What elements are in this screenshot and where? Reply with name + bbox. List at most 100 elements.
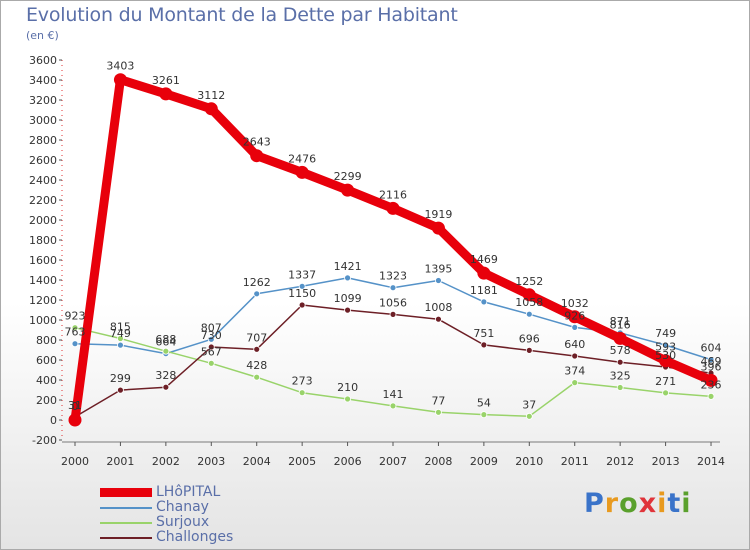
data-point <box>616 384 624 391</box>
legend-swatch <box>100 488 152 497</box>
data-label: 325 <box>610 370 631 383</box>
data-point <box>389 284 397 292</box>
y-tick-label: 1600 <box>29 254 57 267</box>
data-label: 2299 <box>334 170 362 183</box>
data-label: 1421 <box>334 260 362 273</box>
data-point <box>707 356 715 364</box>
data-point <box>480 341 488 349</box>
data-label: 578 <box>610 344 631 357</box>
data-label: 763 <box>65 326 86 339</box>
data-label: 299 <box>110 372 131 385</box>
x-tick-label: 2005 <box>288 455 316 468</box>
data-point <box>522 288 536 302</box>
data-point <box>480 298 488 306</box>
data-point <box>162 383 170 391</box>
data-label: 210 <box>337 381 358 394</box>
x-tick-label: 2002 <box>152 455 180 468</box>
data-point <box>525 346 533 354</box>
data-point <box>250 149 264 163</box>
data-point <box>207 335 215 343</box>
data-point <box>344 274 351 282</box>
proxiti-logo: Proxiti <box>584 488 692 519</box>
x-tick-label: 2008 <box>424 455 452 468</box>
data-label: 1058 <box>515 296 543 309</box>
data-point <box>616 358 624 366</box>
legend-swatch <box>100 537 152 539</box>
data-label: 374 <box>564 365 585 378</box>
data-label: 1469 <box>470 253 498 266</box>
data-point <box>159 87 173 101</box>
data-point <box>68 413 82 427</box>
data-point <box>571 323 579 331</box>
legend-label: Chanay <box>156 499 209 515</box>
data-point <box>389 402 397 410</box>
data-point <box>71 324 79 332</box>
data-point <box>295 165 309 179</box>
legend-label: LHôPITAL <box>156 484 221 500</box>
data-point <box>253 373 261 381</box>
data-point <box>707 392 715 400</box>
y-tick-label: 0 <box>50 414 57 427</box>
data-label: 749 <box>655 327 676 340</box>
data-label: 688 <box>155 333 176 346</box>
data-label: 3112 <box>197 89 225 102</box>
x-tick-label: 2014 <box>697 455 725 468</box>
data-label: 816 <box>610 318 631 331</box>
data-label: 567 <box>201 345 222 358</box>
chart-title: Evolution du Montant de la Dette par Hab… <box>26 4 458 26</box>
data-point <box>613 331 627 345</box>
data-label: 1323 <box>379 270 407 283</box>
data-point <box>386 201 400 215</box>
data-label: 664 <box>155 336 176 349</box>
data-label: 396 <box>701 360 722 373</box>
data-point <box>207 343 215 351</box>
data-label: 54 <box>477 397 491 410</box>
data-label: 604 <box>701 342 722 355</box>
y-tick-label: 2400 <box>29 174 57 187</box>
logo-letter: o <box>619 488 639 519</box>
y-tick-label: 400 <box>36 374 57 387</box>
data-point <box>662 341 669 349</box>
data-point <box>568 310 582 324</box>
data-label: 696 <box>519 332 540 345</box>
data-label: 815 <box>110 321 131 334</box>
data-label: 3403 <box>106 60 134 73</box>
data-point <box>477 266 491 280</box>
x-tick-label: 2006 <box>334 455 362 468</box>
data-label: 926 <box>564 309 585 322</box>
data-label: 273 <box>292 375 313 388</box>
data-point <box>435 277 442 284</box>
x-tick-label: 2012 <box>606 455 634 468</box>
x-tick-label: 2007 <box>379 455 407 468</box>
data-point <box>207 359 215 367</box>
y-tick-label: 600 <box>36 354 57 367</box>
y-tick-label: 3400 <box>29 74 57 87</box>
data-label: 0 <box>72 400 79 413</box>
y-tick-label: 3600 <box>29 54 57 67</box>
data-point <box>389 310 397 318</box>
data-point <box>571 379 579 387</box>
data-point <box>298 301 306 309</box>
data-label: 640 <box>564 338 585 351</box>
data-label: 1252 <box>515 275 543 288</box>
data-label: 77 <box>431 394 445 407</box>
data-label: 2116 <box>379 188 407 201</box>
data-point <box>204 102 218 116</box>
x-tick-label: 2001 <box>106 455 134 468</box>
data-point <box>117 341 124 349</box>
logo-letter: x <box>638 488 658 519</box>
data-label: 236 <box>701 378 722 391</box>
data-label: 923 <box>65 310 86 323</box>
y-tick-label: 800 <box>36 334 57 347</box>
data-label: 1032 <box>561 297 589 310</box>
data-label: 707 <box>246 331 267 344</box>
x-tick-label: 2010 <box>515 455 543 468</box>
data-point <box>659 354 673 368</box>
y-tick-label: -200 <box>32 434 57 447</box>
data-label: 2643 <box>243 136 271 149</box>
data-label: 530 <box>655 349 676 362</box>
data-point <box>525 412 533 420</box>
data-point <box>571 352 579 360</box>
